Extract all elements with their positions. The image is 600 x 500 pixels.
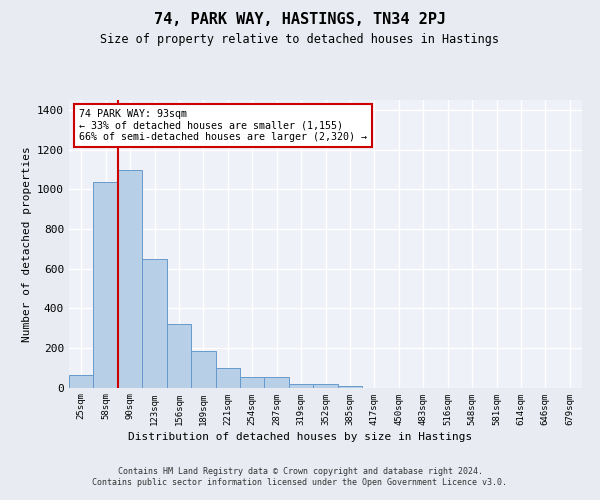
Bar: [167, 324, 191, 388]
Bar: [118, 170, 142, 388]
Text: Contains HM Land Registry data © Crown copyright and database right 2024.
Contai: Contains HM Land Registry data © Crown c…: [92, 468, 508, 487]
Bar: [289, 384, 313, 388]
Text: 74 PARK WAY: 93sqm
← 33% of detached houses are smaller (1,155)
66% of semi-deta: 74 PARK WAY: 93sqm ← 33% of detached hou…: [79, 108, 367, 142]
Bar: [69, 374, 94, 388]
Bar: [240, 376, 265, 388]
Bar: [313, 384, 338, 388]
Text: Distribution of detached houses by size in Hastings: Distribution of detached houses by size …: [128, 432, 472, 442]
Bar: [94, 182, 118, 388]
Bar: [338, 386, 362, 388]
Bar: [265, 376, 289, 388]
Bar: [191, 351, 215, 388]
Text: Size of property relative to detached houses in Hastings: Size of property relative to detached ho…: [101, 32, 499, 46]
Bar: [142, 258, 167, 388]
Bar: [215, 368, 240, 388]
Text: 74, PARK WAY, HASTINGS, TN34 2PJ: 74, PARK WAY, HASTINGS, TN34 2PJ: [154, 12, 446, 28]
Y-axis label: Number of detached properties: Number of detached properties: [22, 146, 32, 342]
